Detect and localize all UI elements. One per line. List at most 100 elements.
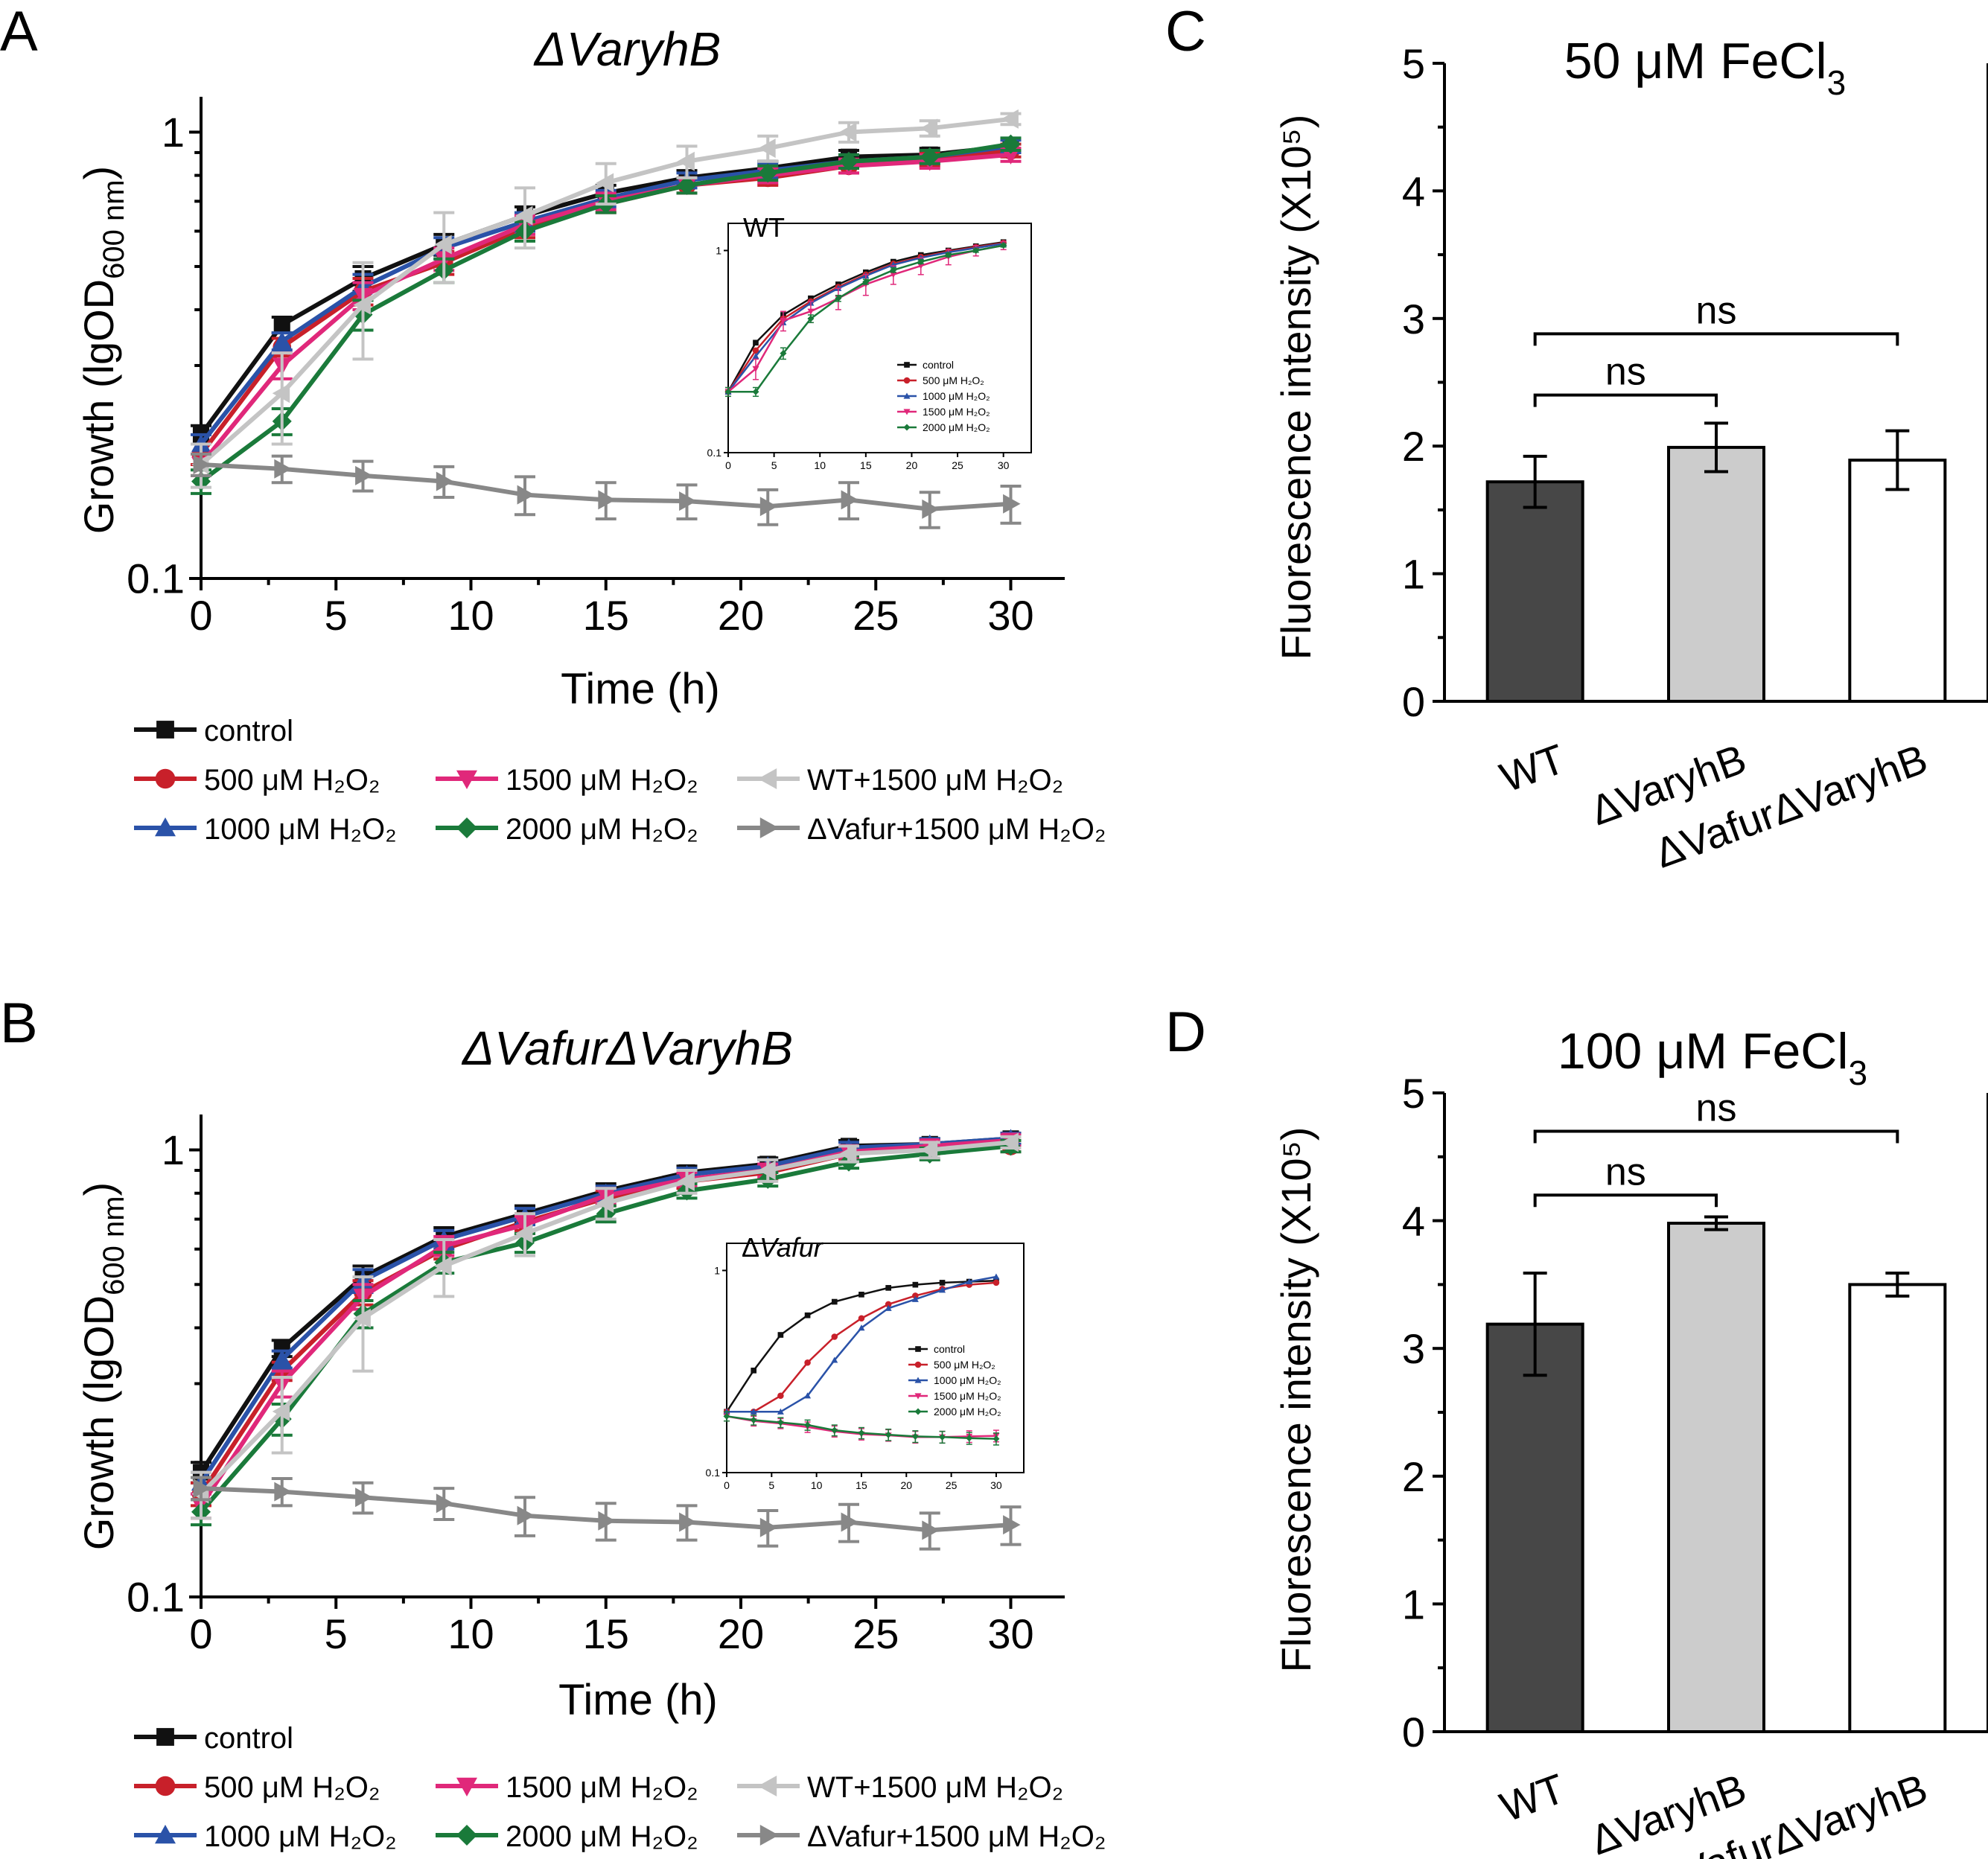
panel-a-inset-x-tick-label: 5	[771, 459, 777, 471]
panel-a-inset-legend-label-h500: 500 μM H₂O₂	[923, 374, 984, 386]
panel-b-inset-point-h1000	[750, 1408, 757, 1415]
panel-b-legend-marker-vafur1500	[759, 1825, 779, 1846]
panel-b-inset-point-h1000	[831, 1356, 838, 1363]
panel-a-inset-point-h2000	[835, 295, 842, 302]
panel-a-inset-point-h1500	[752, 366, 759, 372]
panel-a-inset: WT 0 5 10 15 20 25 30 0.1 1 control 500 μM H₂O₂ 1000…	[707, 212, 1032, 471]
panel-d-bar-1	[1667, 1222, 1765, 1733]
panel-b-point-wt1500	[1001, 1132, 1019, 1152]
panel-a-legend-marker-control	[156, 721, 174, 739]
panel-a-inset-legend-label-h1500: 1500 μM H₂O₂	[923, 406, 990, 418]
panel-d-bar-2	[1848, 1283, 1947, 1733]
panel-a-inset-y-tick-label: 1	[716, 244, 721, 256]
panel-a-point-h2000	[839, 151, 858, 171]
panel-b-title: ΔVafurΔVaryhB	[461, 1021, 793, 1075]
panel-d-y-tick-label: 0	[1402, 1709, 1425, 1756]
panel-b-inset-point-h1000	[885, 1304, 892, 1311]
panel-b-x-tick-label: 25	[853, 1610, 899, 1657]
panel-label-b: B	[0, 992, 38, 1055]
panel-a-inset-series-h2000	[724, 242, 1007, 398]
panel-c-significance-label-1: ns	[1696, 289, 1737, 332]
panel-b-y-tick-label: 0.1	[127, 1574, 185, 1621]
panel-a-inset-legend-marker-h500	[903, 377, 911, 384]
panel-a-point-h2000	[1001, 134, 1021, 154]
panel-a-x-tick-label: 30	[987, 592, 1033, 639]
panel-a-inset-x-tick-label: 25	[952, 459, 963, 471]
panel-a-inset-point-control	[753, 339, 759, 346]
panel-c-significance-bracket-1	[1533, 332, 1899, 346]
panel-d-y-tick-label: 4	[1402, 1198, 1425, 1245]
panel-a-point-vafur1500	[922, 499, 940, 519]
panel-b-inset-y-tick-label: 1	[714, 1264, 720, 1276]
panel-a-inset-x-tick-label: 30	[998, 459, 1010, 471]
panel-b-inset-legend-label-h1000: 1000 μM H₂O₂	[934, 1374, 1001, 1386]
panel-b-point-wt1500	[758, 1161, 776, 1181]
panel-a-point-wt1500	[515, 205, 533, 226]
panel-b-inset-legend-label-h500: 500 μM H₂O₂	[934, 1359, 995, 1371]
panel-b-inset-point-control	[912, 1281, 919, 1288]
panel-a-point-wt1500	[434, 235, 452, 255]
panel-b-inset-point-h2000	[750, 1416, 757, 1423]
panel-b-x-tick-label: 20	[718, 1610, 764, 1657]
panel-a-inset-point-h2000	[807, 315, 815, 322]
panel-a-inset-point-h2000	[972, 246, 980, 254]
panel-label-c: C	[1165, 0, 1206, 63]
panel-a-point-h2000	[758, 163, 778, 183]
panel-d-y-axis-label: Fluorescence intensity (X10⁵)	[1272, 1127, 1319, 1673]
panel-a-series-wt1500	[191, 109, 1022, 489]
panel-b-series-wt1500	[191, 1132, 1022, 1520]
panel-b-inset-series-h1000	[723, 1273, 1000, 1415]
panel-b-point-wt1500	[920, 1140, 938, 1160]
panel-b-inset-point-control	[777, 1332, 784, 1338]
panel-b-point-vafur1500	[355, 1487, 373, 1508]
svg-text:Growth (lgOD600 nm): Growth (lgOD600 nm)	[75, 1182, 130, 1550]
panel-a-point-wt1500	[920, 118, 938, 138]
panel-b-inset-point-h500	[831, 1333, 838, 1340]
panel-b-point-wt1500	[677, 1171, 695, 1191]
panel-a-inset-legend-label-h2000: 2000 μM H₂O₂	[923, 421, 990, 433]
panel-b-legend-label-wt1500: WT+1500 μM H₂O₂	[807, 1771, 1063, 1804]
panel-b-point-wt1500	[596, 1193, 614, 1214]
panel-a-legend-marker-h500	[155, 768, 176, 789]
panel-a-point-wt1500	[1001, 109, 1019, 129]
panel-a-point-h2000	[920, 147, 940, 167]
panel-b-inset-point-control	[885, 1285, 891, 1291]
panel-a-y-tick-label: 1	[162, 109, 185, 156]
panel-d-bar-0	[1485, 1322, 1584, 1733]
panel-a-inset-x-tick-label: 15	[860, 459, 872, 471]
panel-b-inset-point-h1000	[993, 1273, 1000, 1280]
panel-c-y-tick-label: 3	[1402, 296, 1425, 342]
panel-b-inset-legend-label-h2000: 2000 μM H₂O₂	[934, 1406, 1001, 1418]
panel-a-inset-background	[728, 223, 1031, 453]
panel-a-inset-point-h1500	[807, 308, 815, 315]
panel-a-title: ΔVaryhB	[533, 22, 721, 76]
panel-a-legend-label-control: control	[204, 715, 293, 747]
panel-d-y-tick-label: 3	[1402, 1325, 1425, 1372]
panel-b-legend-label-h500: 500 μM H₂O₂	[204, 1771, 380, 1804]
panel-a-inset-legend-marker-h2000	[903, 424, 911, 431]
panel-a-inset-legend-marker-h1500	[903, 409, 911, 415]
panel-a-x-tick-label: 20	[718, 592, 764, 639]
panel-a-x-tick-label: 5	[325, 592, 348, 639]
panel-a-inset-legend-label-control: control	[923, 359, 954, 371]
panel-a-inset-point-h2000	[862, 278, 870, 286]
panel-a-x-tick-label: 15	[583, 592, 629, 639]
panel-b-y-axis-label: Growth (lgOD600 nm)	[75, 1182, 130, 1550]
panel-a-point-wt1500	[677, 151, 695, 171]
panel-a-point-vafur1500	[759, 497, 778, 517]
panel-a-inset-x-tick-label: 20	[906, 459, 918, 471]
panel-b-inset-point-h1000	[777, 1408, 784, 1415]
panel-c-y-tick-label: 5	[1402, 40, 1425, 87]
panel-c-significance-bracket-0	[1533, 393, 1718, 407]
panel-b-inset-x-tick-label: 20	[901, 1479, 913, 1491]
panel-a-point-vafur1500	[679, 491, 697, 511]
panel-a-inset-point-h1000	[752, 352, 759, 360]
panel-d-significance-bracket-1	[1533, 1129, 1899, 1144]
panel-b-point-wt1500	[353, 1308, 371, 1328]
panel-c-significance-label-0: ns	[1605, 351, 1646, 394]
panel-d-bar-chart: 100 μM FeCl3 Fluorescence intensity (X10…	[1272, 1023, 1988, 1859]
panel-c-y-tick-label: 2	[1402, 423, 1425, 470]
panel-a-inset-point-h500	[752, 347, 759, 354]
panel-a-legend-marker-h2000	[456, 817, 477, 838]
